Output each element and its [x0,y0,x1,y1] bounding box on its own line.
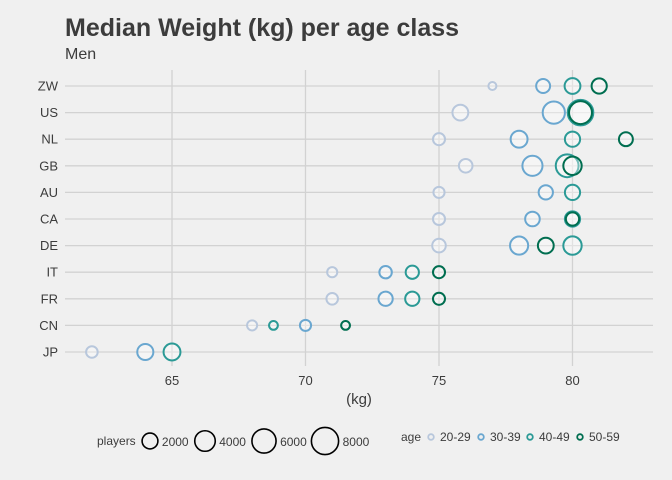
point-us-50-59 [568,100,593,126]
color-legend-key-30-39 [477,433,485,441]
point-ca-30-39 [524,210,541,228]
color-legend-label-50-59: 50-59 [589,430,620,444]
point-de-50-59 [536,236,555,255]
point-cn-30-39 [298,318,313,332]
color-legend-label-20-29: 20-29 [440,430,471,444]
point-us-30-39 [541,100,566,125]
point-nl-50-59 [617,131,634,148]
color-legend-label-40-49: 40-49 [539,430,570,444]
color-legend-label-30-39: 30-39 [490,430,521,444]
size-legend-key-8000 [310,426,340,456]
x-tick-75: 75 [432,373,446,388]
vertical-gridlines [171,70,574,366]
horizontal-gridlines [65,85,653,353]
x-tick-65: 65 [165,373,179,388]
point-au-30-39 [537,184,554,201]
point-it-30-39 [378,264,393,280]
point-us-20-29 [451,103,470,122]
y-label-fr: FR [41,291,58,306]
x-tick-80: 80 [565,373,579,388]
point-fr-20-29 [325,291,340,306]
data-points [85,77,634,362]
x-axis-tick-labels: 65 70 75 80 [165,373,580,388]
y-label-de: DE [40,238,58,253]
point-nl-40-49 [563,130,582,148]
y-label-jp: JP [43,345,58,360]
color-legend: age 20-29 30-39 40-49 50-59 [401,430,620,444]
y-axis-labels: ZW US NL GB AU CA DE IT FR CN JP [38,79,59,360]
point-it-50-59 [431,265,447,280]
point-jp-20-29 [85,345,99,359]
color-legend-key-40-49 [526,433,534,441]
size-legend-label-8000: 8000 [343,435,370,449]
point-ca-50-59 [564,211,581,227]
point-cn-20-29 [246,319,259,332]
point-jp-30-39 [136,342,155,362]
y-label-nl: NL [41,132,58,147]
point-gb-40-49 [554,153,580,179]
y-label-gb: GB [39,158,58,173]
point-zw-40-49 [563,77,582,95]
point-fr-50-59 [431,291,447,306]
y-label-cn: CN [39,318,58,333]
point-de-40-49 [562,235,583,256]
point-de-20-29 [431,237,447,254]
point-fr-30-39 [377,290,394,307]
size-legend-key-6000 [251,428,277,454]
color-legend-key-50-59 [576,433,584,441]
point-cn-50-59 [340,319,351,331]
color-legend-title: age [401,430,421,444]
point-au-20-29 [432,185,446,199]
color-legend-key-20-29 [427,433,435,441]
size-legend-label-4000: 4000 [219,435,246,449]
point-de-30-39 [509,235,530,256]
y-label-us: US [40,105,58,120]
point-zw-30-39 [535,78,552,94]
size-legend-key-2000 [141,432,159,450]
point-nl-20-29 [431,132,447,147]
point-us-40-49 [566,98,595,127]
y-label-ca: CA [40,212,58,227]
point-it-40-49 [404,264,420,280]
point-fr-40-49 [404,290,421,307]
point-it-20-29 [326,266,339,279]
y-label-it: IT [46,265,58,280]
size-legend-title: players [97,434,136,448]
point-gb-30-39 [521,154,544,177]
point-zw-20-29 [487,80,498,92]
size-legend-label-2000: 2000 [162,435,189,449]
y-label-zw: ZW [38,79,59,94]
point-cn-40-49 [268,319,279,331]
point-ca-20-29 [431,211,447,227]
point-zw-50-59 [590,77,608,95]
point-jp-40-49 [162,342,182,362]
x-axis-title: (kg) [346,391,372,408]
size-legend-label-6000: 6000 [280,435,307,449]
point-nl-30-39 [509,129,529,149]
point-gb-50-59 [562,155,583,176]
point-au-40-49 [563,183,582,202]
size-legend-key-4000 [193,429,217,453]
y-label-au: AU [40,185,58,200]
x-tick-70: 70 [298,373,312,388]
point-gb-20-29 [457,158,474,174]
chart-title: Median Weight (kg) per age class [65,14,459,42]
chart-subtitle: Men [65,46,96,63]
size-legend: players 2000 4000 6000 8000 [97,426,370,456]
